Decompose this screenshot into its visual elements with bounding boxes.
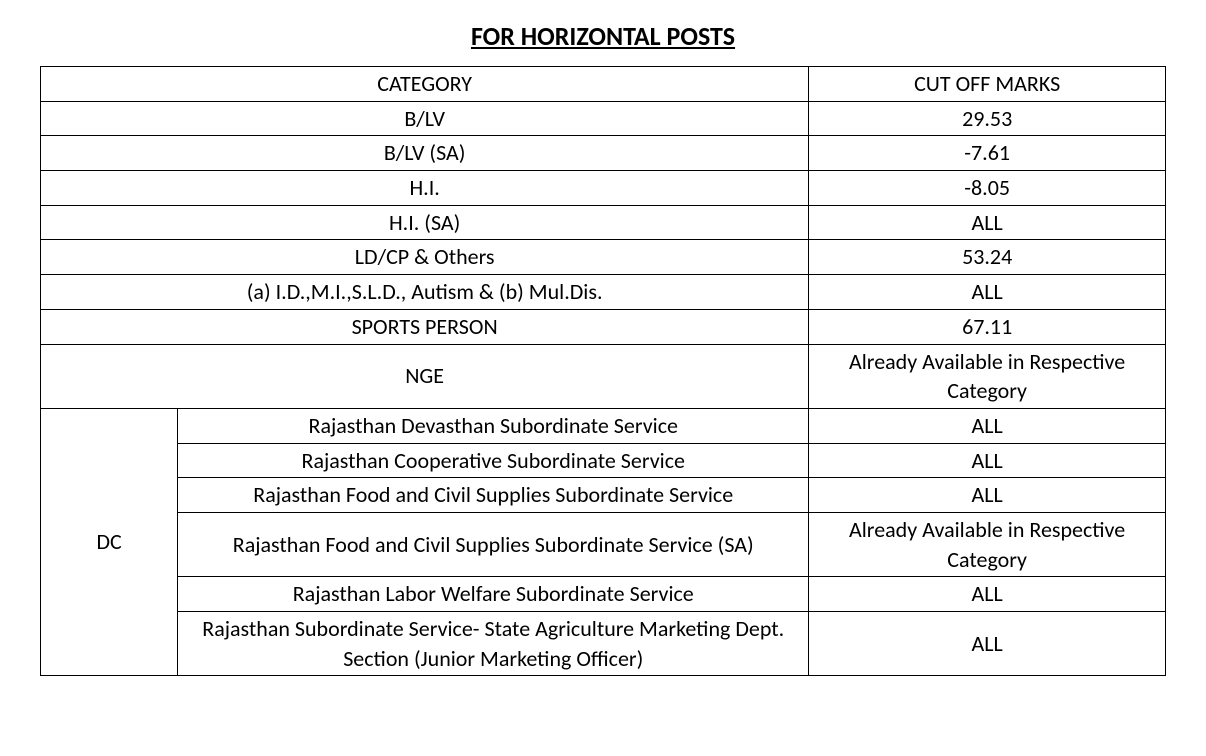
cutoff-cell: -7.61 [809,136,1166,171]
category-cell: H.I. [41,171,809,206]
cutoff-cell: ALL [809,478,1166,513]
table-row: B/LV 29.53 [41,101,1166,136]
cutoff-cell: 53.24 [809,240,1166,275]
category-cell: SPORTS PERSON [41,309,809,344]
cutoff-cell: ALL [809,408,1166,443]
cutoff-cell: Already Available in Respective Category [809,512,1166,576]
cutoff-cell: ALL [809,577,1166,612]
dc-row: Rajasthan Cooperative Subordinate Servic… [41,443,1166,478]
table-row: B/LV (SA) -7.61 [41,136,1166,171]
page-title: FOR HORIZONTAL POSTS [40,20,1166,52]
category-cell: B/LV [41,101,809,136]
category-cell: (a) I.D.,M.I.,S.L.D., Autism & (b) Mul.D… [41,275,809,310]
header-row: CATEGORY CUT OFF MARKS [41,67,1166,102]
dc-row: DC Rajasthan Devasthan Subordinate Servi… [41,408,1166,443]
dc-service-cell: Rajasthan Subordinate Service- State Agr… [178,612,809,676]
cutoff-cell: ALL [809,612,1166,676]
dc-label-cell: DC [41,408,178,676]
dc-service-cell: Rajasthan Cooperative Subordinate Servic… [178,443,809,478]
dc-row: Rajasthan Food and Civil Supplies Subord… [41,512,1166,576]
header-cutoff: CUT OFF MARKS [809,67,1166,102]
cutoff-cell: ALL [809,443,1166,478]
table-row: SPORTS PERSON 67.11 [41,309,1166,344]
cutoff-cell: 67.11 [809,309,1166,344]
category-cell: H.I. (SA) [41,205,809,240]
cutoff-cell: Already Available in Respective Category [809,344,1166,408]
dc-service-cell: Rajasthan Food and Civil Supplies Subord… [178,478,809,513]
cutoff-cell: ALL [809,275,1166,310]
category-cell: LD/CP & Others [41,240,809,275]
table-row: LD/CP & Others 53.24 [41,240,1166,275]
table-row: (a) I.D.,M.I.,S.L.D., Autism & (b) Mul.D… [41,275,1166,310]
cutoff-cell: -8.05 [809,171,1166,206]
dc-service-cell: Rajasthan Food and Civil Supplies Subord… [178,512,809,576]
dc-row: Rajasthan Food and Civil Supplies Subord… [41,478,1166,513]
cutoff-cell: 29.53 [809,101,1166,136]
category-cell: B/LV (SA) [41,136,809,171]
table-row: H.I. (SA) ALL [41,205,1166,240]
dc-service-cell: Rajasthan Devasthan Subordinate Service [178,408,809,443]
cutoff-cell: ALL [809,205,1166,240]
dc-row: Rajasthan Labor Welfare Subordinate Serv… [41,577,1166,612]
dc-service-cell: Rajasthan Labor Welfare Subordinate Serv… [178,577,809,612]
header-category: CATEGORY [41,67,809,102]
category-cell: NGE [41,344,809,408]
dc-row: Rajasthan Subordinate Service- State Agr… [41,612,1166,676]
table-row: H.I. -8.05 [41,171,1166,206]
cutoff-table: CATEGORY CUT OFF MARKS B/LV 29.53 B/LV (… [40,66,1166,676]
table-row: NGE Already Available in Respective Cate… [41,344,1166,408]
